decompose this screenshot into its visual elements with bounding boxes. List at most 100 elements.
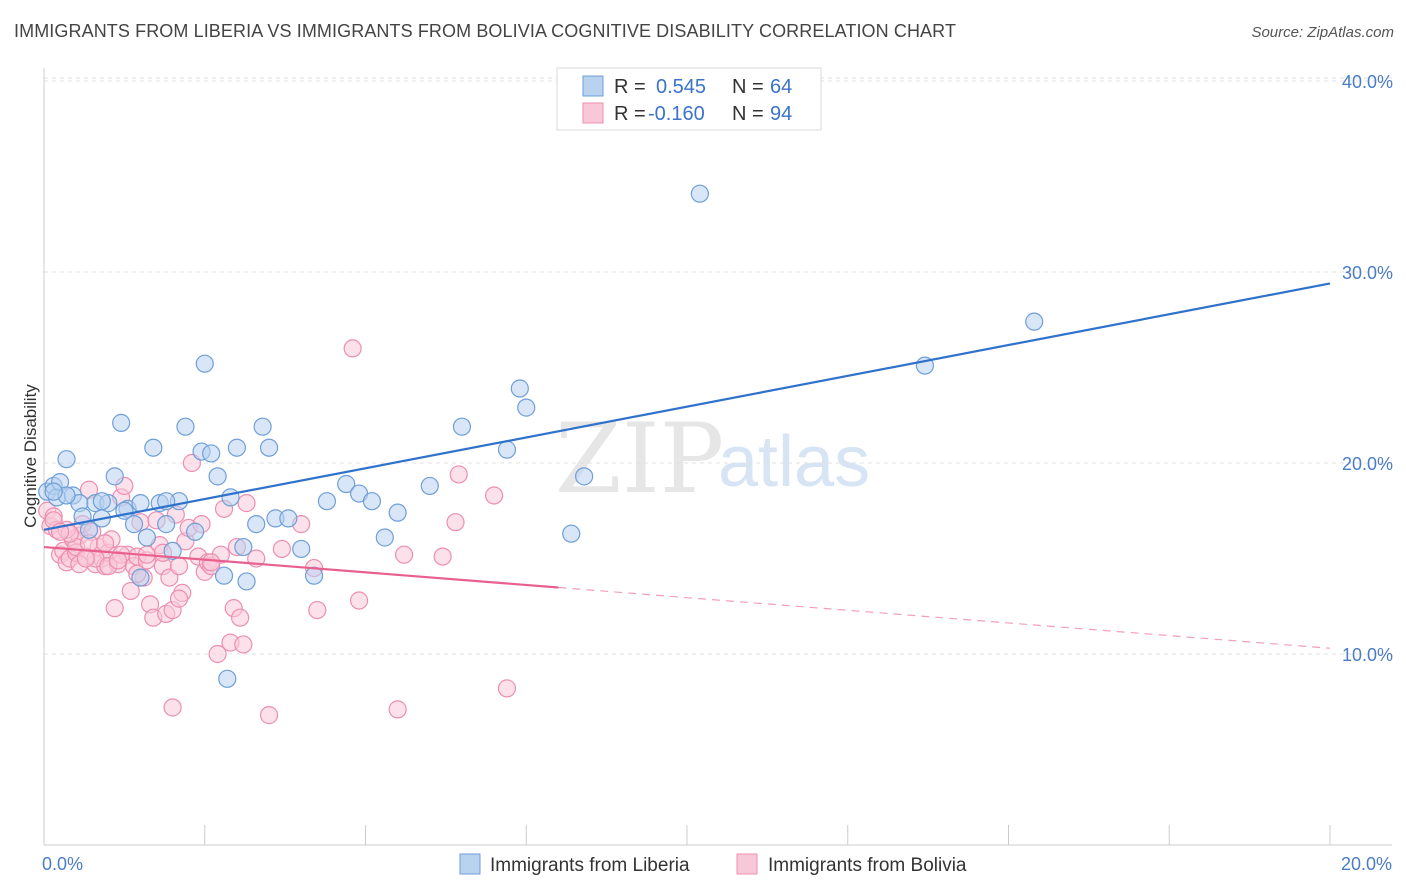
liberia-point — [690, 184, 709, 203]
y-axis-label: Cognitive Disability — [21, 384, 40, 528]
liberia-point — [247, 515, 266, 534]
y-tick-labels: 10.0% 20.0% 30.0% 40.0% — [1342, 72, 1393, 665]
chart-title: IMMIGRANTS FROM LIBERIA VS IMMIGRANTS FR… — [14, 21, 957, 41]
bolivia-r-label: R = — [614, 103, 646, 125]
liberia-point — [1025, 312, 1044, 331]
liberia-legend-swatch — [582, 75, 604, 97]
y-tick-label: 20.0% — [1342, 454, 1393, 474]
watermark-zip: ZIP — [555, 403, 724, 515]
liberia-point — [44, 482, 63, 501]
liberia-point — [517, 398, 536, 417]
bolivia-point — [169, 557, 189, 576]
bolivia-point — [108, 551, 128, 570]
x-ticks — [204, 825, 1331, 845]
liberia-point — [202, 444, 221, 463]
liberia-point — [105, 467, 124, 486]
gridlines — [44, 77, 1392, 655]
watermark-atlas: atlas — [718, 422, 870, 502]
bolivia-series-swatch — [736, 853, 758, 875]
liberia-point — [112, 413, 131, 432]
liberia-point — [304, 566, 324, 585]
bolivia-point — [449, 465, 468, 484]
liberia-point — [163, 541, 182, 560]
bolivia-point — [349, 591, 369, 610]
liberia-point — [144, 438, 163, 457]
liberia-point — [137, 528, 156, 547]
bolivia-point — [95, 534, 115, 553]
liberia-point — [234, 537, 253, 557]
bolivia-series — [38, 339, 517, 725]
liberia-point — [292, 539, 311, 559]
liberia-point — [562, 524, 581, 543]
watermark: ZIP atlas — [555, 403, 870, 515]
bolivia-point — [308, 600, 327, 620]
liberia-point — [375, 528, 394, 547]
bolivia-point — [237, 494, 256, 513]
bolivia-r-value: -0.160 — [648, 103, 705, 125]
liberia-point — [279, 509, 298, 528]
bolivia-point — [259, 706, 279, 725]
bolivia-trendline-extrapolated — [558, 586, 1331, 649]
bolivia-point — [343, 339, 362, 358]
liberia-point — [176, 417, 195, 436]
liberia-r-value: 0.545 — [656, 76, 706, 98]
liberia-point — [259, 438, 279, 457]
series-legend: Immigrants from Liberia Immigrants from … — [459, 853, 967, 876]
liberia-point — [92, 492, 111, 511]
liberia-n-label: N = — [732, 76, 764, 98]
bolivia-point — [208, 644, 227, 664]
bolivia-series-label: Immigrants from Bolivia — [768, 855, 967, 876]
liberia-r-label: R = — [614, 76, 646, 98]
bolivia-point — [76, 549, 95, 568]
x-tick-label-max: 20.0% — [1341, 854, 1392, 874]
liberia-point — [420, 476, 439, 496]
liberia-point — [214, 566, 234, 585]
liberia-point — [195, 354, 214, 373]
liberia-point — [124, 515, 144, 534]
bolivia-point — [163, 698, 182, 717]
trendlines — [43, 282, 1331, 649]
bolivia-point — [497, 679, 517, 698]
liberia-point — [227, 438, 246, 457]
bolivia-point — [446, 513, 465, 532]
bolivia-point — [234, 635, 253, 654]
bolivia-point — [272, 539, 292, 559]
liberia-point — [57, 450, 76, 469]
liberia-point — [157, 515, 176, 534]
liberia-n-value: 64 — [770, 76, 792, 98]
liberia-series-label: Immigrants from Liberia — [490, 855, 690, 876]
liberia-point — [388, 503, 407, 522]
liberia-point — [208, 467, 227, 486]
y-tick-label: 10.0% — [1342, 645, 1393, 665]
source-label: Source: ZipAtlas.com — [1251, 24, 1394, 41]
liberia-point — [337, 474, 356, 494]
liberia-point — [186, 522, 205, 541]
axes — [43, 68, 1392, 846]
bolivia-n-value: 94 — [770, 103, 792, 125]
liberia-point — [317, 492, 337, 511]
bolivia-point — [169, 589, 189, 608]
liberia-trendline — [43, 282, 1331, 531]
bolivia-point — [388, 700, 407, 719]
liberia-point — [131, 568, 150, 587]
x-tick-label-min: 0.0% — [42, 854, 83, 874]
bolivia-point — [394, 545, 414, 564]
liberia-point — [575, 467, 594, 486]
bolivia-point — [231, 608, 250, 627]
y-tick-label: 40.0% — [1342, 72, 1393, 92]
bolivia-point — [121, 581, 140, 601]
liberia-series-swatch — [459, 853, 481, 875]
liberia-point — [510, 379, 529, 398]
liberia-point — [237, 572, 256, 591]
liberia-point — [497, 440, 517, 459]
liberia-point — [362, 492, 382, 511]
bolivia-legend-swatch — [582, 102, 604, 124]
liberia-point — [131, 494, 150, 513]
bolivia-point — [105, 599, 124, 618]
liberia-point — [221, 488, 240, 507]
bolivia-point — [433, 547, 452, 566]
correlation-legend: R = 0.545 N = 64 R = -0.160 N = 94 — [556, 67, 822, 131]
bolivia-point — [485, 486, 504, 505]
y-tick-label: 30.0% — [1342, 263, 1393, 283]
